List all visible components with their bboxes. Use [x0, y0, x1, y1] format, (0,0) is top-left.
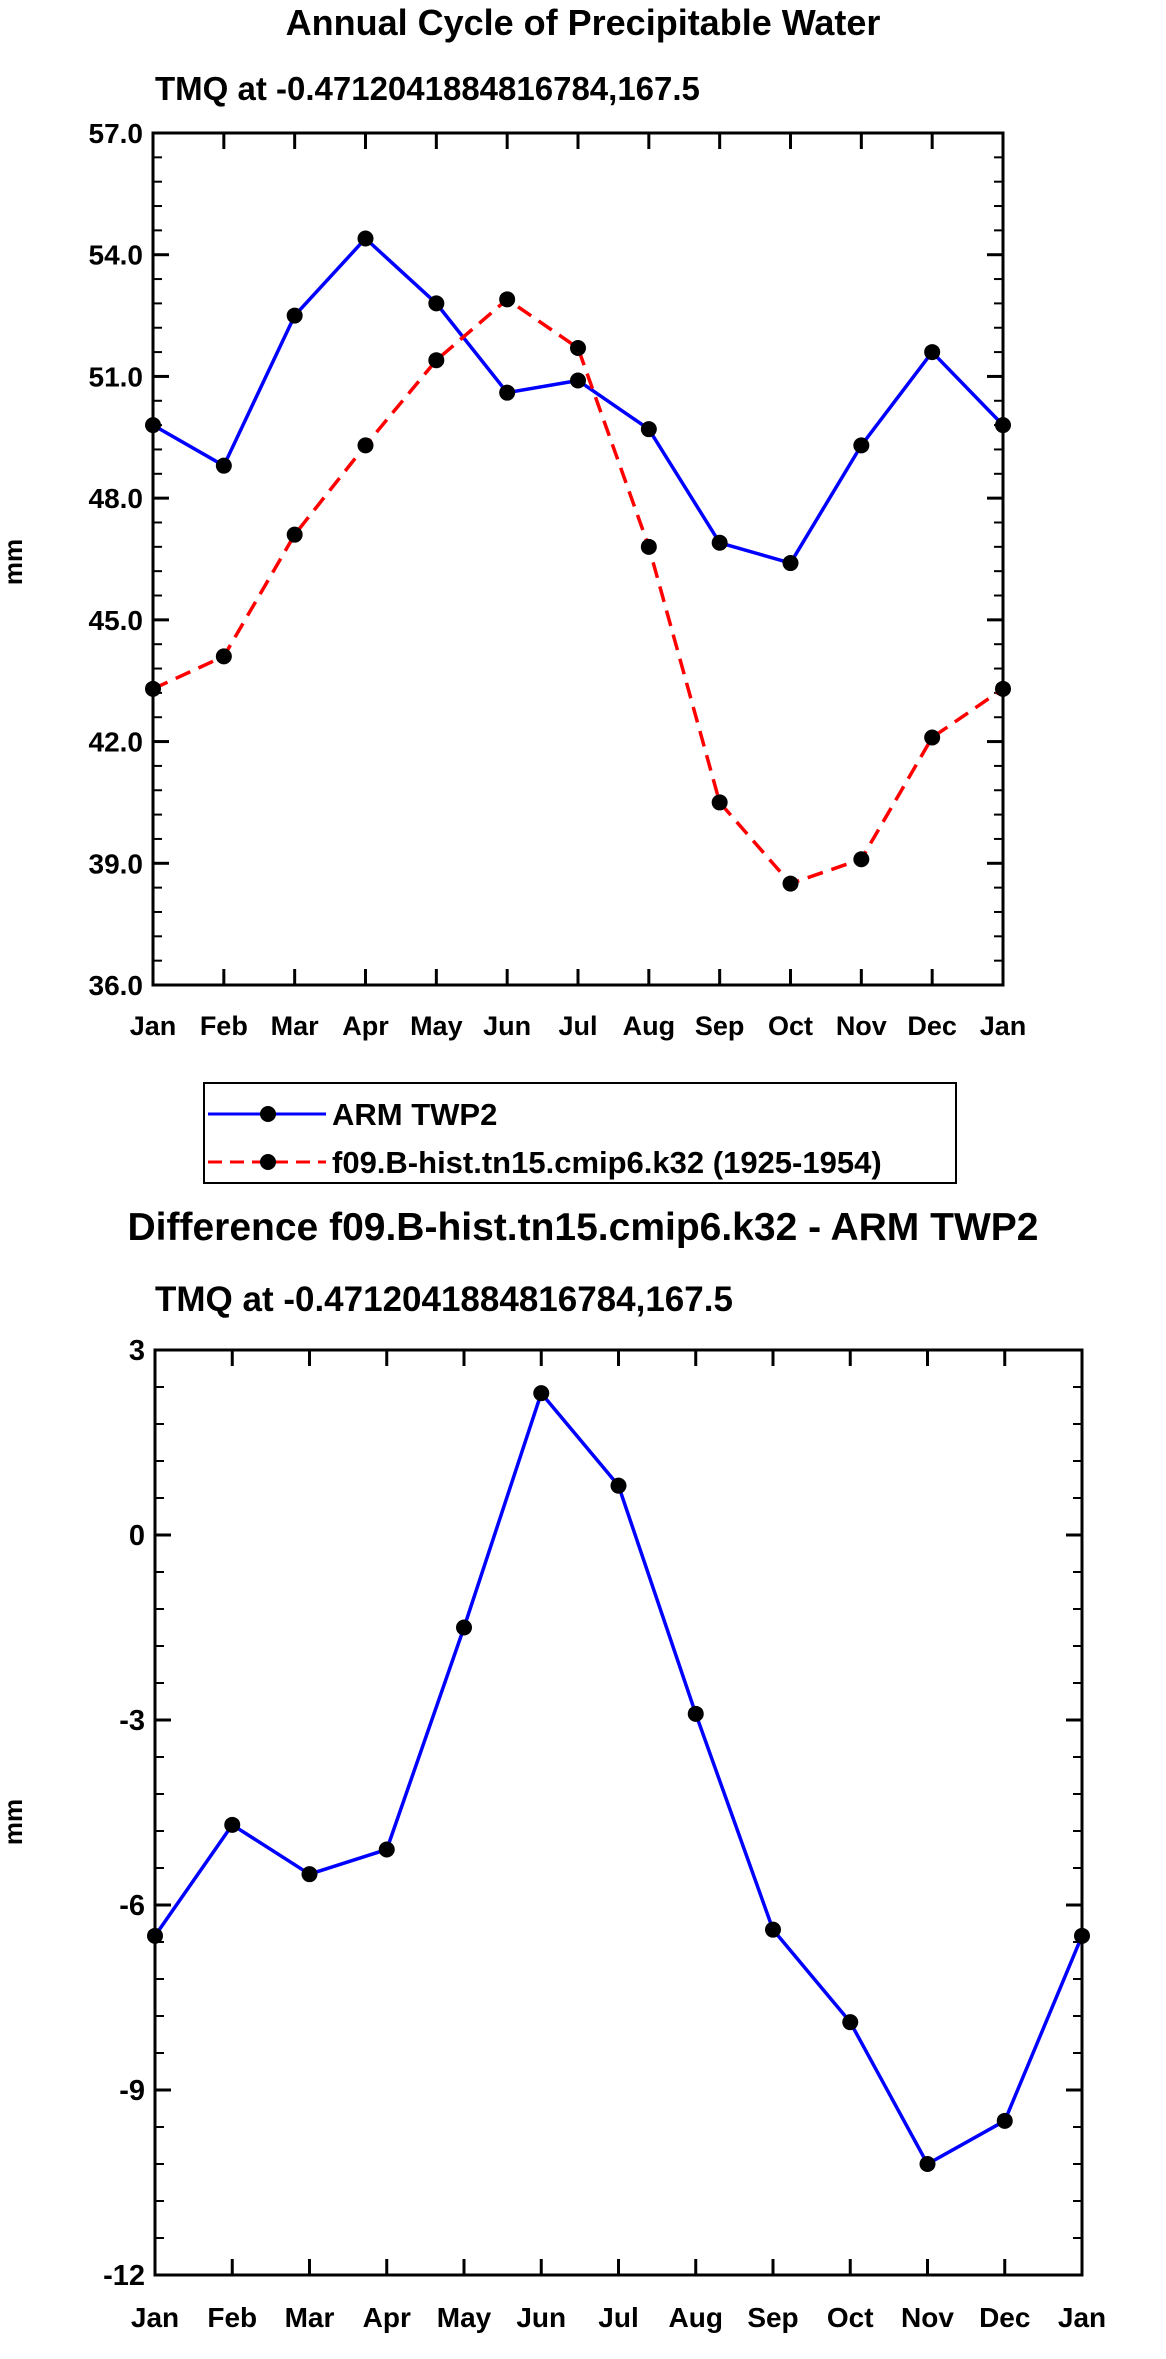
x-tick-label: Aug: [669, 2302, 723, 2333]
series-1-point: [610, 1477, 627, 1494]
y-tick-label: 54.0: [89, 240, 144, 271]
x-tick-label: Oct: [827, 2302, 874, 2333]
y-tick-label: 0: [129, 1520, 145, 1552]
series-1-point: [853, 437, 870, 454]
x-tick-label: Nov: [901, 2302, 954, 2333]
series-1-point: [919, 2156, 936, 2172]
series-1-point: [215, 457, 232, 474]
chart2-ylabel: mm: [0, 1799, 28, 1845]
chart2-plot-frame: [153, 1348, 1084, 2277]
chart2-title: Difference f09.B-hist.tn15.cmip6.k32 - A…: [128, 1206, 1039, 1249]
legend-box: [203, 1082, 957, 1184]
annual-cycle-panel: Annual Cycle of Precipitable Water TMQ a…: [0, 2, 1026, 1041]
x-tick-label: May: [437, 2302, 492, 2333]
difference-panel: Difference f09.B-hist.tn15.cmip6.k32 - A…: [0, 1206, 1106, 2333]
y-tick-label: -9: [119, 2075, 145, 2107]
legend-label-arm: ARM TWP2: [332, 1097, 497, 1132]
series-2-point: [853, 851, 870, 868]
series-1-point: [924, 344, 941, 361]
series-1-point: [499, 384, 516, 401]
series-2-point: [924, 729, 941, 746]
y-tick-label: 48.0: [89, 483, 144, 514]
chart1-plot-frame: [151, 131, 1005, 987]
x-tick-label: Jan: [980, 1011, 1027, 1041]
series-2-point: [357, 437, 374, 454]
y-tick-label: -3: [119, 1705, 145, 1737]
x-tick-label: Feb: [200, 1011, 248, 1041]
series-1-point: [357, 230, 374, 247]
series-2-point: [499, 291, 516, 308]
series-1-point: [378, 1841, 395, 1858]
y-tick-label: 3: [129, 1335, 145, 1367]
x-tick-label: Jun: [516, 2302, 566, 2333]
series-1-point: [640, 421, 657, 438]
series-1-point: [301, 1866, 318, 1883]
y-tick-label: 39.0: [89, 848, 144, 879]
chart1-ylabel: mm: [0, 539, 28, 585]
x-tick-label: Dec: [979, 2302, 1030, 2333]
y-tick-label: -6: [119, 1890, 145, 1922]
chart1-subtitle: TMQ at -0.4712041884816784,167.5: [155, 70, 700, 107]
series-2-point: [286, 526, 303, 543]
x-tick-label: Jul: [598, 2302, 638, 2333]
legend: ARM TWP2 f09.B-hist.tn15.cmip6.k32 (1925…: [203, 1082, 957, 1184]
y-tick-label: 36.0: [89, 970, 144, 1001]
y-tick-label: -12: [103, 2260, 145, 2292]
x-tick-label: Sep: [695, 1011, 745, 1041]
series-line-1: [152, 236, 1005, 565]
x-tick-label: Nov: [836, 1011, 887, 1041]
x-tick-label: Feb: [207, 2302, 257, 2333]
series-1-point: [765, 1921, 781, 1938]
x-tick-label: Jun: [483, 1011, 531, 1041]
x-tick-label: Apr: [363, 2302, 411, 2333]
y-tick-label: 51.0: [89, 361, 144, 392]
y-tick-label: 57.0: [89, 118, 144, 149]
x-tick-label: Jan: [130, 1011, 177, 1041]
legend-marker-model: [260, 1154, 276, 1170]
x-tick-label: Dec: [907, 1011, 957, 1041]
chart2-x-ticks: Jan Feb Mar Apr May Jun Jul Aug Sep Oct Nov Dec Jan: [131, 1350, 1106, 2333]
legend-marker-arm: [260, 1106, 276, 1122]
x-tick-label: Jan: [131, 2302, 179, 2333]
x-tick-label: Mar: [271, 1011, 320, 1041]
chart2-y-ticks: -12 -9 -6 -3 0 3: [103, 1335, 1082, 2292]
x-tick-label: May: [410, 1011, 463, 1041]
y-tick-label: 42.0: [89, 727, 144, 758]
series-1-point: [533, 1385, 550, 1402]
series-1-point: [570, 372, 586, 389]
chart2-series: [147, 1385, 1090, 2172]
chart2-subtitle: TMQ at -0.4712041884816784,167.5: [155, 1280, 733, 1319]
series-1-point: [456, 1619, 472, 1636]
chart1-series: [145, 230, 1011, 892]
x-tick-label: Jan: [1058, 2302, 1106, 2333]
series-1-point: [687, 1705, 704, 1722]
series-line-1: [153, 1391, 1084, 2166]
x-tick-label: Oct: [768, 1011, 813, 1041]
series-1-point: [428, 295, 445, 312]
x-tick-label: Mar: [285, 2302, 335, 2333]
series-2-point: [428, 352, 445, 369]
series-2-point: [215, 648, 232, 665]
series-1-point: [842, 2014, 859, 2031]
y-tick-label: 45.0: [89, 605, 144, 636]
chart1-y-ticks: 36.0 39.0 42.0 45.0 48.0 51.0 54.0 57.0: [89, 118, 1003, 1001]
series-2-point: [640, 538, 657, 555]
series-1-point: [782, 555, 799, 572]
x-tick-label: Sep: [747, 2302, 798, 2333]
x-tick-label: Jul: [558, 1011, 597, 1041]
series-2-point: [782, 875, 799, 892]
series-1-point: [711, 534, 728, 551]
x-tick-label: Apr: [342, 1011, 389, 1041]
series-1-point: [996, 2112, 1013, 2129]
series-1-point: [286, 307, 303, 324]
series-1-point: [224, 1816, 241, 1833]
legend-label-model: f09.B-hist.tn15.cmip6.k32 (1925-1954): [332, 1145, 882, 1180]
series-2-point: [711, 794, 728, 811]
chart1-title: Annual Cycle of Precipitable Water: [286, 2, 881, 43]
x-tick-label: Aug: [623, 1011, 675, 1041]
series-2-point: [570, 340, 586, 357]
